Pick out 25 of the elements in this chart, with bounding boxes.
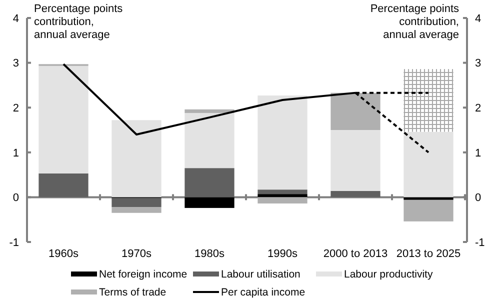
y2-tick-label: 0 xyxy=(475,192,482,204)
y2-axis-title: Percentage points contribution, annual average xyxy=(370,3,460,41)
y-tick-label: 1 xyxy=(12,147,19,160)
y-tick-label: 3 xyxy=(12,58,19,70)
x-tick-label: 2013 to 2025 xyxy=(396,248,461,260)
legend-label: Per capita income xyxy=(221,286,306,299)
legend-label: Net foreign income xyxy=(99,268,188,281)
y-tick-label: 2 xyxy=(12,102,19,114)
legend-label: Terms of trade xyxy=(99,286,166,299)
y2-tick-label: -1 xyxy=(475,236,485,249)
x-tick-label: 1960s xyxy=(48,248,79,260)
y2-tick-label: 3 xyxy=(475,58,482,70)
legend-label: Labour productivity xyxy=(344,268,434,281)
y2-tick-label: 4 xyxy=(475,12,482,25)
legend-label: Labour utilisation xyxy=(221,268,301,281)
x-tick-label: 1970s xyxy=(122,248,152,260)
y-tick-label: 0 xyxy=(12,192,19,204)
x-tick-label: 1990s xyxy=(268,248,298,260)
y2-tick-label: 2 xyxy=(475,102,482,114)
y-tick-label: 4 xyxy=(12,12,19,25)
x-tick-label: 2000 to 2013 xyxy=(323,248,388,260)
y2-tick-label: 1 xyxy=(475,147,482,160)
x-tick-label: 1980s xyxy=(194,248,225,260)
y-tick-label: -1 xyxy=(9,236,19,249)
y-axis-title: Percentage points contribution, annual average xyxy=(34,3,124,41)
